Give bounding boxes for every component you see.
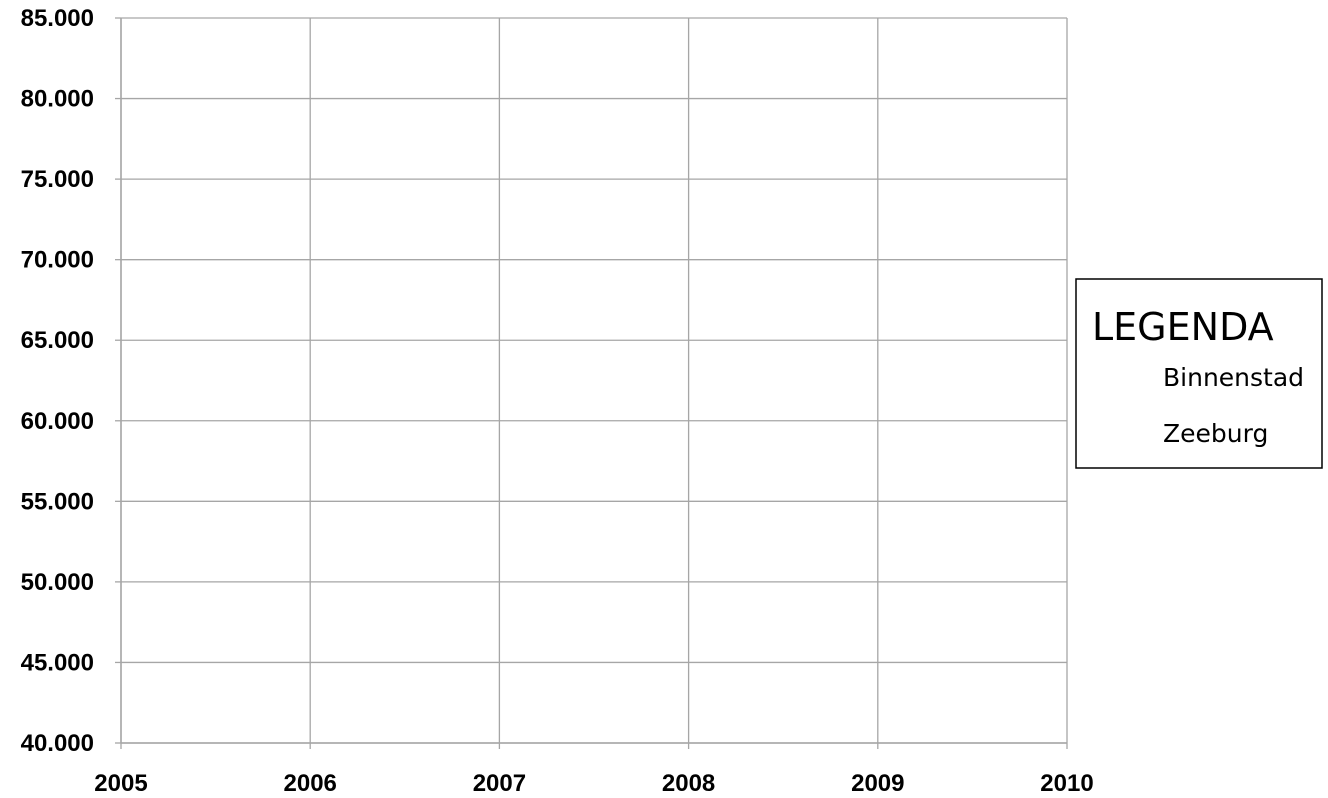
- y-tick-label: 70.000: [21, 247, 94, 274]
- grid: [121, 18, 1067, 743]
- y-tick-label: 80.000: [21, 86, 94, 113]
- x-tick-label: 2005: [94, 770, 147, 797]
- x-tick-label: 2009: [851, 770, 904, 797]
- y-tick-label: 60.000: [21, 408, 94, 435]
- x-axis-tick-labels: 2005 2006 2007 2008 2009 2010: [94, 770, 1093, 797]
- legend: LEGENDA Binnenstad Zeeburg: [1076, 279, 1322, 468]
- x-tick-label: 2008: [662, 770, 715, 797]
- legend-entry: Binnenstad: [1163, 363, 1304, 392]
- y-tick-label: 75.000: [21, 166, 94, 193]
- x-tick-label: 2007: [473, 770, 526, 797]
- y-tick-label: 45.000: [21, 649, 94, 676]
- x-tick-label: 2010: [1040, 770, 1093, 797]
- y-tick-label: 55.000: [21, 488, 94, 515]
- legend-title: LEGENDA: [1092, 305, 1274, 349]
- y-tick-label: 50.000: [21, 569, 94, 596]
- x-tick-label: 2006: [284, 770, 337, 797]
- y-tick-label: 40.000: [21, 730, 94, 757]
- legend-entry: Zeeburg: [1163, 419, 1268, 448]
- axes: [115, 18, 1067, 749]
- y-axis-tick-labels: 40.000 45.000 50.000 55.000 60.000 65.000 70.0…: [21, 5, 94, 757]
- y-tick-label: 85.000: [21, 5, 94, 32]
- y-tick-label: 65.000: [21, 327, 94, 354]
